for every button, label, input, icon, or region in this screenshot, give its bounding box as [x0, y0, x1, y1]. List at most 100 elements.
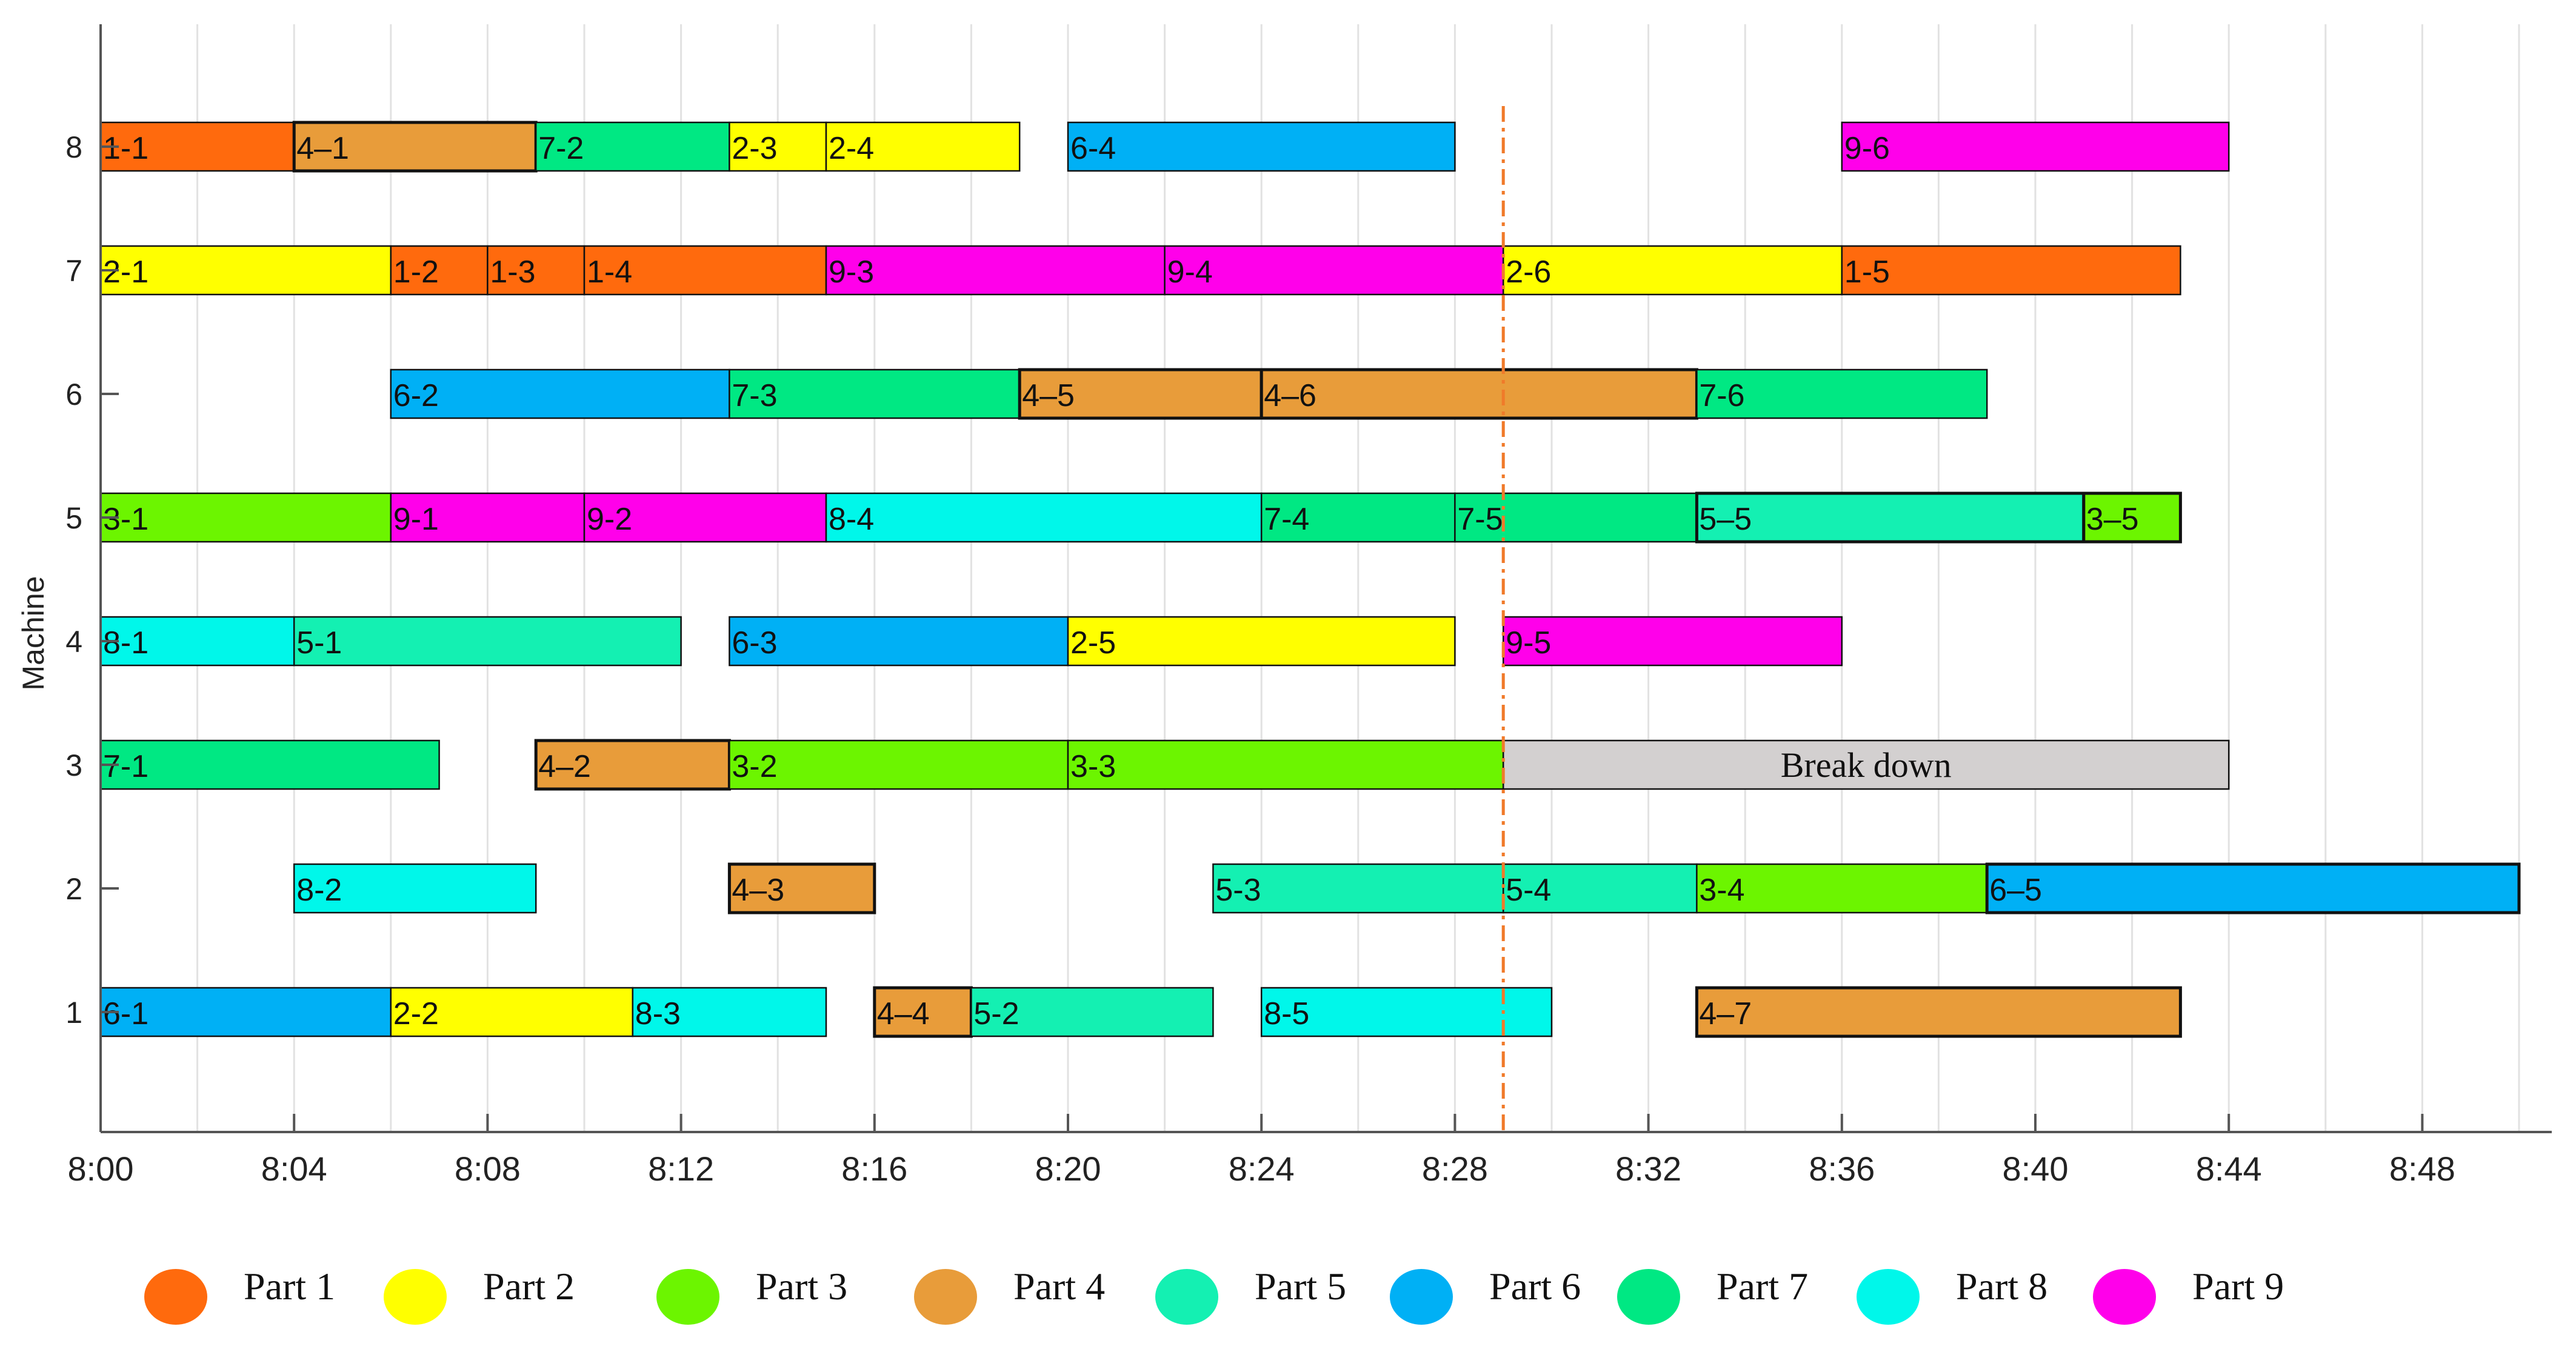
task-label: 9-5	[1506, 625, 1551, 661]
task-label: 9-3	[829, 255, 874, 290]
task-label: 2-3	[732, 131, 777, 166]
x-tick-label: 8:04	[261, 1150, 327, 1188]
task-bar-1-4	[583, 245, 827, 296]
task-label: 1-5	[1844, 255, 1890, 290]
task-bar-9-3	[825, 245, 1166, 296]
task-label: 2-2	[393, 996, 439, 1031]
task-bar-3-4	[1696, 863, 1988, 914]
task-bar-2-2	[390, 987, 634, 1037]
y-tick-label: 7	[65, 254, 82, 288]
task-label: 7-1	[103, 749, 148, 784]
task-bar-2-5	[1067, 616, 1456, 667]
task-bar-8-3	[632, 987, 827, 1037]
y-tick-label: 3	[65, 748, 82, 782]
task-bar-9-2	[583, 492, 827, 543]
task-bar-4–4	[873, 986, 973, 1038]
axes	[99, 24, 2552, 1133]
task-bar-8-2	[293, 863, 537, 914]
task-label: 4–3	[732, 873, 784, 908]
task-bar-3–5	[2082, 491, 2182, 544]
task-bar-1-2	[390, 245, 489, 296]
legend-label-part-5: Part 5	[1255, 1265, 1346, 1308]
task-label: 7-2	[538, 131, 584, 166]
task-bar-7-1	[99, 739, 440, 790]
task-bar-7-3	[729, 368, 1021, 419]
task-bar-4–1	[292, 121, 538, 173]
task-bar-7-2	[535, 121, 730, 172]
legend-label-part-6: Part 6	[1489, 1265, 1581, 1308]
task-label: 9-2	[587, 502, 632, 537]
task-bar-7-5	[1454, 492, 1698, 543]
task-bar-6-3	[729, 616, 1069, 667]
task-bar-6-2	[390, 368, 730, 419]
task-label: 3-2	[732, 749, 777, 784]
task-bar-7-6	[1696, 368, 1988, 419]
task-label: 7-5	[1457, 502, 1503, 537]
task-bars: 1-1 4–1 7-2 2-3 2-4 6-4 9-6 2-1 1-2 1-3 1-4 9-3 9-4 2…	[99, 121, 2521, 1038]
task-bar-5-2	[970, 987, 1214, 1037]
task-label: 1-2	[393, 255, 439, 290]
task-bar-4–7	[1695, 986, 2182, 1038]
task-label: 1-4	[587, 255, 632, 290]
task-bar-9-4	[1164, 245, 1504, 296]
x-tick-label: 8:08	[455, 1150, 521, 1188]
legend-swatch-part-1	[144, 1269, 207, 1325]
x-tick-label: 8:00	[68, 1150, 134, 1188]
task-label: 4–7	[1699, 996, 1752, 1031]
task-bar-6–5	[1985, 862, 2521, 914]
task-bar-3-1	[99, 492, 392, 543]
breakdown-label: Break down	[1781, 745, 1952, 785]
y-axis-title: Machine	[16, 576, 50, 691]
task-label: 1-1	[103, 131, 148, 166]
task-label: 3–5	[2086, 502, 2139, 537]
task-bar-5-1	[293, 616, 682, 667]
task-label: 3-1	[103, 502, 148, 537]
task-bar-9-5	[1502, 616, 1843, 667]
task-bar-1-3	[487, 245, 586, 296]
legend-swatch-part-6	[1390, 1269, 1453, 1325]
task-label: 7-6	[1699, 378, 1744, 413]
task-bar-3-2	[729, 739, 1069, 790]
task-bar-5–5	[1695, 491, 2086, 544]
legend-label-part-2: Part 2	[483, 1265, 575, 1308]
y-tick-label: 5	[65, 501, 82, 535]
task-label: 2-6	[1506, 255, 1551, 290]
task-bar-3-3	[1067, 739, 1504, 790]
task-label: 4–2	[538, 749, 591, 784]
legend-label-part-1: Part 1	[244, 1265, 335, 1308]
legend-label-part-8: Part 8	[1956, 1265, 2047, 1308]
x-tick-label: 8:16	[841, 1150, 907, 1188]
legend-label-part-3: Part 3	[756, 1265, 847, 1308]
task-label: 6-2	[393, 378, 439, 413]
task-bar-2-4	[825, 121, 1021, 172]
task-bar-8-4	[825, 492, 1263, 543]
task-label: 4–6	[1264, 378, 1316, 413]
y-tick-label: 8	[65, 130, 82, 164]
task-label: 5-1	[296, 625, 342, 661]
task-bar-4–3	[727, 862, 876, 914]
legend-label-part-4: Part 4	[1013, 1265, 1105, 1308]
task-label: 4–4	[877, 996, 930, 1031]
task-label: 5-4	[1506, 873, 1551, 908]
x-tick-label: 8:12	[648, 1150, 714, 1188]
task-label: 2-4	[829, 131, 874, 166]
legend-swatch-part-5	[1155, 1269, 1218, 1325]
x-tick-label: 8:28	[1422, 1150, 1488, 1188]
task-bar-2-3	[729, 121, 827, 172]
task-label: 5-3	[1215, 873, 1261, 908]
grid-lines	[196, 24, 2520, 1132]
task-label: 8-1	[103, 625, 148, 661]
legend-swatch-part-2	[384, 1269, 447, 1325]
legend-swatch-part-8	[1857, 1269, 1920, 1325]
legend: Part 1 Part 2 Part 3 Part 4 Part 5 Part 6 Part…	[144, 1265, 2284, 1325]
task-label: 2-1	[103, 255, 148, 290]
task-label: 3-4	[1699, 873, 1744, 908]
x-tick-label: 8:24	[1229, 1150, 1295, 1188]
x-tick-label: 8:40	[2003, 1150, 2069, 1188]
y-tick-label: 4	[65, 625, 82, 659]
task-bar-5-3	[1212, 863, 1504, 914]
legend-swatch-part-9	[2093, 1269, 2156, 1325]
task-label: 5-2	[973, 996, 1019, 1031]
task-label: 5–5	[1699, 502, 1752, 537]
task-label: 7-3	[732, 378, 777, 413]
